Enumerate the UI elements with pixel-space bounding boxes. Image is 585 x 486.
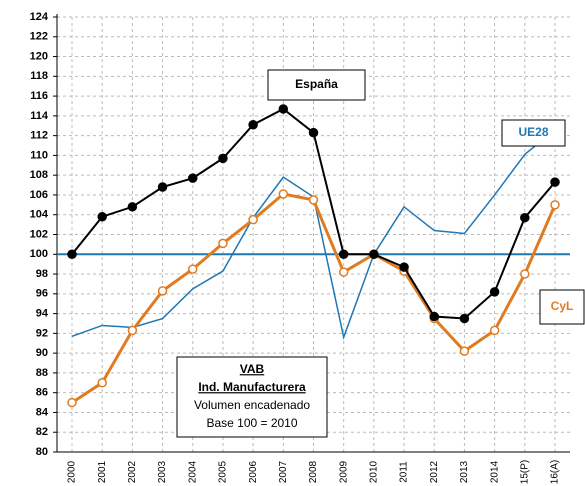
note-line: VAB [240,362,265,376]
data-point [218,238,228,249]
x-tick-label: 2012 [429,460,440,483]
data-point [157,182,168,192]
y-tick-label: 86 [36,387,48,399]
legend-label: España [295,77,338,91]
data-point [278,189,289,199]
note-line: Base 100 = 2010 [206,416,297,430]
data-point [127,202,138,212]
y-tick-label: 96 [36,288,48,300]
x-tick-label: 2007 [278,460,289,483]
data-point [520,212,530,223]
x-tick-label: 16(A) [550,460,561,484]
y-tick-label: 90 [36,347,48,359]
data-point [308,127,319,138]
y-tick-label: 98 [36,268,48,280]
y-tick-label: 122 [30,31,48,43]
y-tick-label: 112 [30,130,48,142]
x-tick-label: 2011 [399,461,410,483]
data-point [67,249,77,260]
y-tick-label: 82 [36,426,48,438]
x-tick-label: 15(P) [519,460,530,484]
legend-box [539,289,585,325]
y-tick-label: 118 [30,70,48,82]
x-tick-label: 2005 [218,460,229,483]
data-point [550,200,560,210]
data-point [97,378,107,388]
note-box [176,356,328,438]
x-tick-label: 2014 [489,460,500,483]
x-tick-label: 2003 [157,460,168,483]
y-tick-label: 102 [30,228,48,240]
x-tick-label: 2001 [97,460,108,483]
y-tick-label: 124 [30,11,49,23]
x-tick-label: 2013 [459,460,470,483]
data-point [278,104,289,114]
data-point [459,313,470,324]
data-point [248,214,258,225]
y-tick-label: 120 [30,50,48,62]
data-point [489,287,500,297]
data-point [218,153,228,164]
x-tick-label: 2004 [187,460,198,483]
x-tick-label: 2002 [127,460,138,483]
data-point [67,397,77,408]
y-tick-label: 100 [30,248,48,260]
legend-box [267,69,366,101]
y-tick-label: 110 [30,149,48,161]
data-point [369,249,379,260]
y-tick-label: 116 [30,90,48,102]
data-point [399,262,409,272]
note-line: Volumen encadenado [194,398,310,412]
data-point [459,346,470,356]
data-point [127,325,138,336]
x-tick-label: 2000 [67,460,78,483]
y-tick-label: 106 [30,189,48,201]
data-point [188,264,198,274]
y-tick-label: 84 [36,406,49,418]
y-tick-label: 80 [36,446,48,458]
x-tick-label: 2009 [338,460,349,483]
note-line: Ind. Manufacturera [198,380,306,394]
y-tick-label: 104 [30,209,49,221]
y-tick-label: 108 [30,169,48,181]
x-tick-label: 2006 [248,460,259,483]
data-point [308,195,319,205]
x-tick-label: 2010 [369,460,380,483]
data-point [429,311,439,322]
x-tick-label: 2008 [308,460,319,483]
y-tick-label: 92 [36,327,48,339]
data-point [97,211,107,222]
legend-label: UE28 [518,125,548,139]
y-tick-label: 88 [36,367,48,379]
data-point [157,286,168,296]
data-point [520,269,530,279]
data-point [550,177,560,187]
legend-label: CyL [551,299,574,313]
data-point [188,173,198,183]
legend-box [501,119,566,147]
y-tick-label: 94 [36,307,49,319]
data-point [489,325,500,336]
data-point [338,267,349,277]
y-tick-label: 114 [30,110,49,122]
data-point [248,120,258,130]
data-point [338,249,349,260]
